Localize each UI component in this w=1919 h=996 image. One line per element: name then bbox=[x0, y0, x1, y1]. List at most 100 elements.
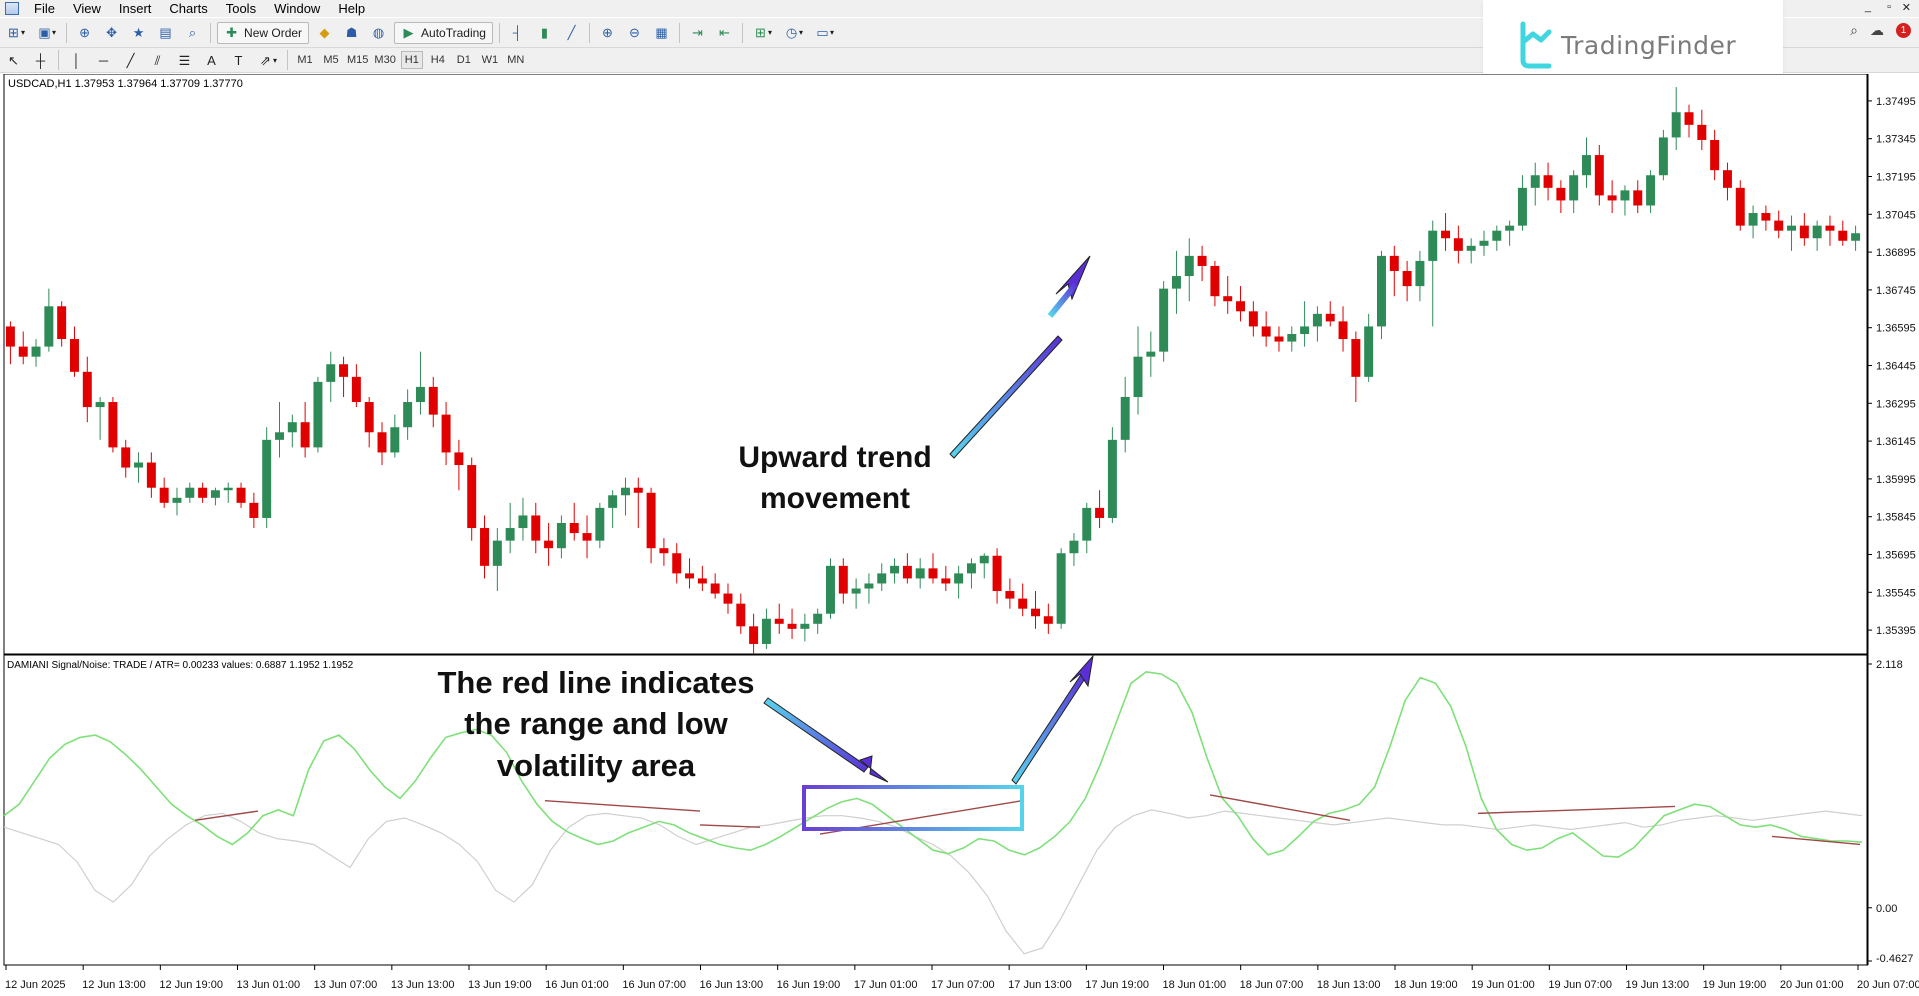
bullish-candle bbox=[1492, 230, 1502, 241]
annotation-range-2: the range and low bbox=[464, 706, 728, 741]
new-order-button[interactable]: ✚ New Order bbox=[217, 21, 310, 44]
bearish-candle bbox=[1594, 155, 1604, 196]
bearish-candle bbox=[569, 523, 579, 534]
toolbar-separator bbox=[741, 22, 743, 43]
timeframe-mn[interactable]: MN bbox=[507, 54, 525, 66]
market-button[interactable]: ◍ bbox=[367, 22, 390, 44]
bullish-candle bbox=[326, 364, 336, 382]
text-label-icon: T bbox=[234, 52, 243, 68]
restore-button[interactable]: ▫ bbox=[1887, 1, 1891, 13]
bullish-candle bbox=[1171, 276, 1181, 289]
clock-icon: ◷ bbox=[785, 25, 798, 40]
range-pointer-arrowhead bbox=[858, 755, 889, 783]
bearish-candle bbox=[121, 447, 131, 468]
bullish-candle bbox=[505, 528, 515, 541]
bar-chart-icon: ┤ bbox=[512, 25, 523, 40]
bullish-candle bbox=[1748, 213, 1758, 226]
periods-button[interactable]: ◷ ▾ bbox=[785, 25, 804, 40]
bullish-candle bbox=[134, 462, 144, 468]
timeframe-h1[interactable]: H1 bbox=[400, 51, 423, 69]
terminal-button[interactable]: ▤ bbox=[154, 22, 177, 44]
new-chart-button[interactable]: ⊞ ▾ bbox=[2, 22, 29, 44]
channel-button[interactable]: ⫽ bbox=[146, 49, 169, 71]
meta-editor-button[interactable]: ◆ bbox=[313, 22, 336, 44]
zoom-out-button[interactable]: ⊖ bbox=[623, 22, 646, 44]
bearish-candle bbox=[69, 339, 79, 372]
bearish-candle bbox=[1722, 170, 1732, 188]
fibonacci-button[interactable]: ☰ bbox=[173, 49, 196, 71]
bullish-candle bbox=[313, 381, 323, 448]
zoom-in-button[interactable]: ⊕ bbox=[596, 22, 619, 44]
trendline-button[interactable]: ╱ bbox=[119, 49, 142, 71]
navigator-button[interactable]: ★ bbox=[127, 22, 150, 44]
bullish-candle bbox=[1479, 240, 1489, 246]
autotrading-icon: ▶ bbox=[403, 25, 414, 40]
candlesticks bbox=[5, 87, 1861, 655]
cursor-button[interactable]: ↖ bbox=[2, 49, 25, 71]
chat-icon[interactable]: ☁ bbox=[1870, 22, 1884, 38]
menu-insert[interactable]: Insert bbox=[118, 1, 152, 16]
notification-badge[interactable]: 1 bbox=[1896, 23, 1911, 38]
search-icon[interactable]: ⌕ bbox=[1850, 22, 1858, 38]
time-tick-label: 18 Jun 07:00 bbox=[1240, 979, 1304, 991]
indicator-tick-label: 0.00 bbox=[1876, 903, 1897, 915]
signals-button[interactable]: ☗ bbox=[340, 22, 363, 44]
menu-help[interactable]: Help bbox=[338, 1, 366, 16]
bullish-candle bbox=[1300, 326, 1310, 334]
time-tick-label: 19 Jun 01:00 bbox=[1471, 979, 1535, 991]
timeframe-m30[interactable]: M30 bbox=[374, 54, 396, 66]
bullish-candle bbox=[172, 497, 182, 503]
bullish-candle bbox=[1787, 225, 1797, 231]
text-button[interactable]: A bbox=[200, 49, 223, 71]
menu-window[interactable]: Window bbox=[274, 1, 321, 16]
autoscroll-icon: ⇤ bbox=[719, 25, 730, 40]
chart-shift-button[interactable]: ⇥ bbox=[686, 22, 709, 44]
tile-windows-button[interactable]: ▦ bbox=[650, 22, 673, 44]
candlestick-button[interactable]: ▮ bbox=[533, 22, 556, 44]
tester-button[interactable]: ⌕ bbox=[181, 22, 204, 44]
bearish-candle bbox=[1761, 213, 1771, 221]
market-watch-button[interactable]: ⊕ bbox=[73, 22, 96, 44]
timeframe-m5[interactable]: M5 bbox=[323, 54, 339, 66]
bullish-candle bbox=[31, 346, 41, 357]
candlestick-icon: ▮ bbox=[540, 25, 549, 40]
bearish-candle bbox=[787, 623, 797, 629]
profiles-button[interactable]: ▣ ▾ bbox=[38, 25, 57, 40]
bullish-candle bbox=[1082, 507, 1092, 541]
timeframe-m15[interactable]: M15 bbox=[347, 54, 369, 66]
menu-view[interactable]: View bbox=[72, 1, 101, 16]
bullish-candle bbox=[287, 422, 297, 433]
close-button[interactable]: ✕ bbox=[1901, 2, 1911, 14]
templates-button[interactable]: ▭ ▾ bbox=[816, 25, 835, 40]
chart-canvas[interactable]: USDCAD,H1 1.37953 1.37964 1.37709 1.3777… bbox=[0, 74, 1919, 996]
menu-tools[interactable]: Tools bbox=[225, 1, 257, 16]
bearish-candle bbox=[1774, 220, 1784, 231]
app-icon bbox=[5, 2, 19, 15]
bullish-candle bbox=[826, 565, 835, 614]
signals-icon: ☗ bbox=[345, 25, 358, 40]
text-label-button[interactable]: T bbox=[227, 49, 250, 71]
vertical-line-button[interactable]: │ bbox=[65, 49, 88, 71]
arrows-button[interactable]: ⇗ ▾ bbox=[254, 49, 281, 71]
crosshair-button[interactable]: ┼ bbox=[29, 49, 52, 71]
bullish-candle bbox=[415, 386, 425, 403]
data-window-button[interactable]: ✥ bbox=[100, 22, 123, 44]
menu-charts[interactable]: Charts bbox=[169, 1, 208, 16]
timeframe-h4[interactable]: H4 bbox=[430, 54, 445, 66]
autoscroll-button[interactable]: ⇤ bbox=[713, 22, 736, 44]
bearish-candle bbox=[1607, 195, 1617, 201]
minimize-button[interactable]: _ bbox=[1864, 1, 1871, 13]
timeframe-d1[interactable]: D1 bbox=[456, 54, 471, 66]
timeframe-w1[interactable]: W1 bbox=[481, 54, 499, 66]
timeframe-m1[interactable]: M1 bbox=[297, 54, 313, 66]
bar-chart-button[interactable]: ┤ bbox=[506, 22, 529, 44]
indicators-button[interactable]: ⊞ ▾ bbox=[749, 22, 776, 44]
chart-window[interactable]: USDCAD,H1 1.37953 1.37964 1.37709 1.3777… bbox=[0, 74, 1919, 996]
horizontal-line-button[interactable]: ─ bbox=[92, 49, 115, 71]
autotrading-button[interactable]: ▶ AutoTrading bbox=[394, 21, 493, 44]
menu-file[interactable]: File bbox=[34, 1, 55, 16]
line-chart-button[interactable]: ╱ bbox=[560, 22, 583, 44]
bullish-candle bbox=[1133, 356, 1143, 397]
time-tick-label: 16 Jun 19:00 bbox=[777, 979, 841, 991]
